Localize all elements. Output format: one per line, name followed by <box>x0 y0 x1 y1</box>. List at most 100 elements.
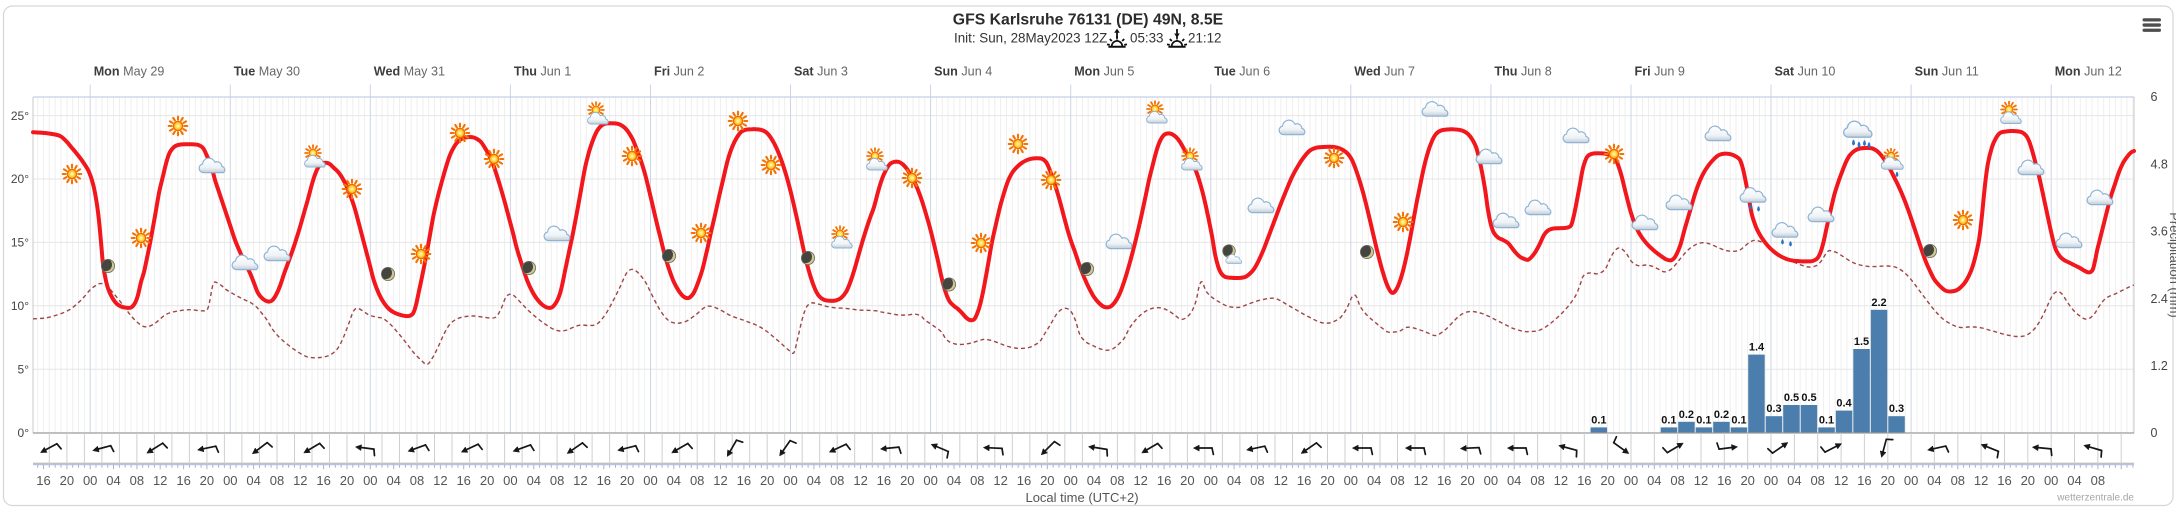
svg-text:20: 20 <box>480 473 494 488</box>
svg-text:6: 6 <box>2151 90 2158 104</box>
svg-text:12: 12 <box>1133 473 1147 488</box>
svg-text:08: 08 <box>970 473 984 488</box>
svg-text:Wed May 31: Wed May 31 <box>374 65 445 79</box>
svg-text:Fri Jun 2: Fri Jun 2 <box>654 65 704 79</box>
svg-text:12: 12 <box>573 473 587 488</box>
svg-text:04: 04 <box>1087 473 1101 488</box>
svg-text:16: 16 <box>456 473 470 488</box>
svg-text:0.3: 0.3 <box>1889 403 1904 415</box>
svg-text:0°: 0° <box>18 426 30 440</box>
svg-text:00: 00 <box>1063 473 1077 488</box>
svg-text:12: 12 <box>153 473 167 488</box>
svg-text:16: 16 <box>316 473 330 488</box>
svg-text:04: 04 <box>1367 473 1381 488</box>
svg-text:00: 00 <box>1204 473 1218 488</box>
svg-text:16: 16 <box>877 473 891 488</box>
svg-text:00: 00 <box>1764 473 1778 488</box>
svg-text:0.1: 0.1 <box>1696 414 1711 426</box>
svg-text:08: 08 <box>1530 473 1544 488</box>
svg-text:12: 12 <box>713 473 727 488</box>
svg-text:08: 08 <box>830 473 844 488</box>
svg-text:08: 08 <box>1110 473 1124 488</box>
svg-text:16: 16 <box>176 473 190 488</box>
svg-text:Sat Jun 3: Sat Jun 3 <box>794 65 848 79</box>
svg-text:21:12: 21:12 <box>1188 31 1222 46</box>
svg-text:Thu Jun 8: Thu Jun 8 <box>1494 65 1551 79</box>
svg-text:Precipitation (mm): Precipitation (mm) <box>2167 212 2176 317</box>
svg-text:1.2: 1.2 <box>2151 359 2168 373</box>
svg-text:Thu Jun 1: Thu Jun 1 <box>514 65 571 79</box>
svg-text:12: 12 <box>1694 473 1708 488</box>
svg-text:20: 20 <box>1040 473 1054 488</box>
svg-text:2.4: 2.4 <box>2151 292 2168 306</box>
svg-text:Mon Jun 5: Mon Jun 5 <box>1074 65 1134 79</box>
svg-text:00: 00 <box>363 473 377 488</box>
svg-text:04: 04 <box>1507 473 1521 488</box>
svg-text:00: 00 <box>83 473 97 488</box>
svg-text:04: 04 <box>1227 473 1241 488</box>
svg-text:0.3: 0.3 <box>1766 403 1781 415</box>
svg-text:Init: Sun, 28May2023 12Z: Init: Sun, 28May2023 12Z <box>954 31 1107 46</box>
svg-text:08: 08 <box>2091 473 2105 488</box>
svg-text:0.1: 0.1 <box>1661 414 1676 426</box>
svg-text:08: 08 <box>1810 473 1824 488</box>
svg-text:16: 16 <box>1297 473 1311 488</box>
svg-text:Wed Jun 7: Wed Jun 7 <box>1354 65 1415 79</box>
svg-text:00: 00 <box>503 473 517 488</box>
svg-text:12: 12 <box>293 473 307 488</box>
svg-text:0.2: 0.2 <box>1679 409 1694 421</box>
svg-text:20: 20 <box>2021 473 2035 488</box>
svg-text:08: 08 <box>1670 473 1684 488</box>
svg-text:20: 20 <box>1460 473 1474 488</box>
svg-text:Mon May 29: Mon May 29 <box>94 65 165 79</box>
svg-text:16: 16 <box>737 473 751 488</box>
svg-text:16: 16 <box>1157 473 1171 488</box>
svg-text:0: 0 <box>2151 426 2158 440</box>
svg-text:12: 12 <box>853 473 867 488</box>
svg-text:wetterzentrale.de: wetterzentrale.de <box>2056 493 2134 504</box>
svg-text:04: 04 <box>246 473 260 488</box>
svg-text:08: 08 <box>1390 473 1404 488</box>
svg-text:Tue May 30: Tue May 30 <box>234 65 300 79</box>
svg-text:Sun Jun 11: Sun Jun 11 <box>1915 65 1979 79</box>
svg-text:25°: 25° <box>11 109 29 123</box>
svg-text:12: 12 <box>993 473 1007 488</box>
svg-text:08: 08 <box>410 473 424 488</box>
svg-text:Sat Jun 10: Sat Jun 10 <box>1775 65 1836 79</box>
svg-text:Mon Jun 12: Mon Jun 12 <box>2055 65 2122 79</box>
svg-text:00: 00 <box>1624 473 1638 488</box>
svg-text:20: 20 <box>1320 473 1334 488</box>
svg-text:16: 16 <box>1717 473 1731 488</box>
svg-text:16: 16 <box>1997 473 2011 488</box>
svg-text:GFS Karlsruhe 76131 (DE) 49N,: GFS Karlsruhe 76131 (DE) 49N, 8.5E <box>953 12 1223 29</box>
svg-text:00: 00 <box>783 473 797 488</box>
svg-text:12: 12 <box>1274 473 1288 488</box>
svg-text:00: 00 <box>223 473 237 488</box>
svg-text:20°: 20° <box>11 172 29 186</box>
svg-text:16: 16 <box>1017 473 1031 488</box>
svg-text:3.6: 3.6 <box>2151 225 2168 239</box>
svg-text:00: 00 <box>1484 473 1498 488</box>
svg-text:04: 04 <box>386 473 400 488</box>
svg-text:0.4: 0.4 <box>1836 398 1852 410</box>
svg-text:08: 08 <box>550 473 564 488</box>
svg-text:Sun Jun 4: Sun Jun 4 <box>934 65 992 79</box>
svg-text:0.5: 0.5 <box>1784 392 1799 404</box>
svg-text:0.5: 0.5 <box>1801 392 1816 404</box>
svg-text:04: 04 <box>667 473 681 488</box>
svg-text:0.1: 0.1 <box>1591 414 1606 426</box>
svg-text:2.2: 2.2 <box>1871 297 1886 309</box>
svg-text:04: 04 <box>1927 473 1941 488</box>
svg-text:4.8: 4.8 <box>2151 157 2168 171</box>
svg-text:20: 20 <box>200 473 214 488</box>
svg-text:04: 04 <box>807 473 821 488</box>
svg-text:04: 04 <box>2067 473 2081 488</box>
svg-text:12: 12 <box>1414 473 1428 488</box>
svg-text:15°: 15° <box>11 236 29 250</box>
svg-text:12: 12 <box>1834 473 1848 488</box>
svg-text:0.1: 0.1 <box>1731 414 1746 426</box>
svg-text:16: 16 <box>1857 473 1871 488</box>
svg-text:05:33: 05:33 <box>1130 31 1164 46</box>
svg-text:16: 16 <box>597 473 611 488</box>
svg-text:08: 08 <box>1951 473 1965 488</box>
